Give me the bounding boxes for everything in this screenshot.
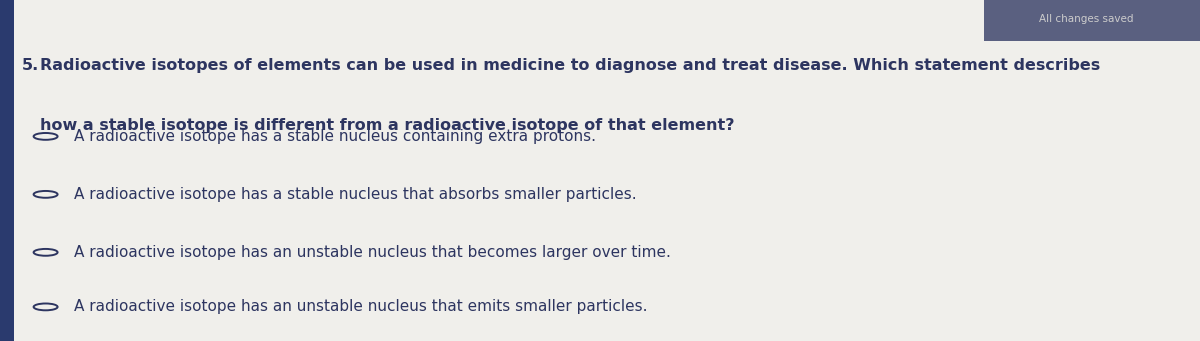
Text: A radioactive isotope has an unstable nucleus that emits smaller particles.: A radioactive isotope has an unstable nu… xyxy=(74,299,648,314)
Text: All changes saved: All changes saved xyxy=(1039,14,1133,24)
Text: 5.: 5. xyxy=(22,58,38,73)
Text: A radioactive isotope has a stable nucleus that absorbs smaller particles.: A radioactive isotope has a stable nucle… xyxy=(74,187,637,202)
Bar xyxy=(0,0,14,341)
Text: Radioactive isotopes of elements can be used in medicine to diagnose and treat d: Radioactive isotopes of elements can be … xyxy=(40,58,1100,73)
Text: how a stable isotope is different from a radioactive isotope of that element?: how a stable isotope is different from a… xyxy=(40,118,734,133)
Text: A radioactive isotope has an unstable nucleus that becomes larger over time.: A radioactive isotope has an unstable nu… xyxy=(74,245,671,260)
Text: A radioactive isotope has a stable nucleus containing extra protons.: A radioactive isotope has a stable nucle… xyxy=(74,129,596,144)
Bar xyxy=(984,0,1200,41)
